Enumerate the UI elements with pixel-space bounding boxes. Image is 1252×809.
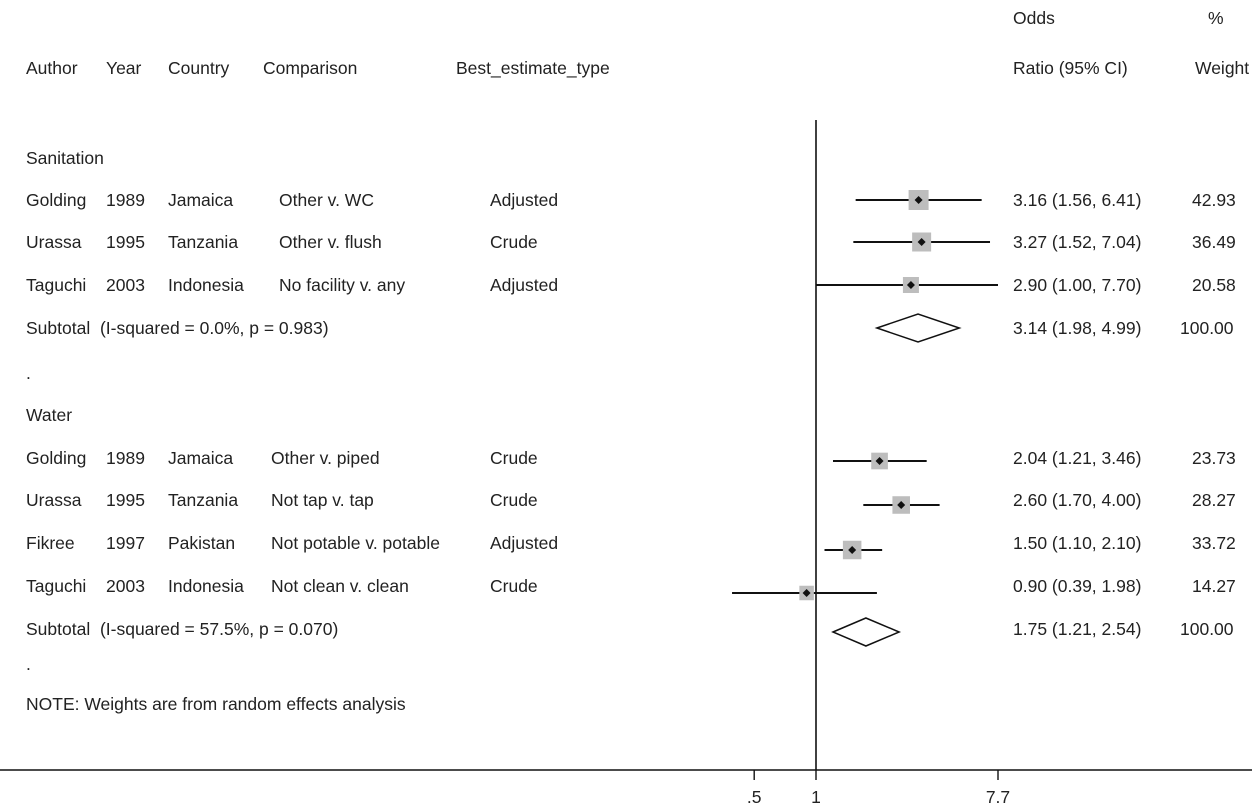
study-best-estimate: Crude <box>490 448 538 468</box>
study-ci-text: 1.50 (1.10, 2.10) <box>1013 533 1141 553</box>
study-row: Taguchi 2003 Indonesia Not clean v. clea… <box>26 576 1236 596</box>
point-estimate <box>917 238 926 246</box>
study-best-estimate: Crude <box>490 576 538 596</box>
study-author: Golding <box>26 190 86 210</box>
header-year: Year <box>106 58 142 78</box>
study-weight-text: 23.73 <box>1192 448 1236 468</box>
point-estimate <box>802 589 811 597</box>
study-author: Urassa <box>26 232 82 252</box>
study-comparison: Not clean v. clean <box>271 576 409 596</box>
subtotal-label: Subtotal (I-squared = 0.0%, p = 0.983) <box>26 318 329 338</box>
header-or-line2: Ratio (95% CI) <box>1013 58 1128 78</box>
subtotal-diamond <box>874 313 962 343</box>
header-or-line1: Odds <box>1013 8 1055 28</box>
study-country: Indonesia <box>168 576 244 596</box>
study-row: Golding 1989 Jamaica Other v. piped Crud… <box>26 448 1236 468</box>
study-ci-text: 2.04 (1.21, 3.46) <box>1013 448 1141 468</box>
study-best-estimate: Crude <box>490 232 538 252</box>
note-text: NOTE: Weights are from random effects an… <box>26 694 406 714</box>
x-axis: .5 1 7.7 <box>0 769 1252 807</box>
separator-dot: . <box>26 363 31 383</box>
header-country: Country <box>168 58 230 78</box>
study-country: Jamaica <box>168 448 233 468</box>
study-row: Taguchi 2003 Indonesia No facility v. an… <box>26 275 1236 295</box>
study-row: Urassa 1995 Tanzania Other v. flush Crud… <box>26 232 1236 252</box>
column-headers: Author Year Country Comparison Best_esti… <box>26 8 1249 79</box>
study-row: Urassa 1995 Tanzania Not tap v. tap Crud… <box>26 490 1236 510</box>
group-water: Water Golding 1989 Jamaica Other v. pipe… <box>26 405 1236 674</box>
study-best-estimate: Adjusted <box>490 533 558 553</box>
study-best-estimate: Adjusted <box>490 275 558 295</box>
header-weight-line2: Weight <box>1195 58 1249 78</box>
study-country: Tanzania <box>168 490 238 510</box>
study-year: 1997 <box>106 533 145 553</box>
study-comparison: Other v. flush <box>279 232 382 252</box>
study-author: Golding <box>26 448 86 468</box>
subtotal-ci-text: 1.75 (1.21, 2.54) <box>1013 619 1141 639</box>
study-country: Tanzania <box>168 232 238 252</box>
x-tick-label: .5 <box>747 787 762 807</box>
study-row: Golding 1989 Jamaica Other v. WC Adjuste… <box>26 190 1236 210</box>
study-weight-text: 20.58 <box>1192 275 1236 295</box>
study-year: 1989 <box>106 190 145 210</box>
study-best-estimate: Crude <box>490 490 538 510</box>
subtotal-label: Subtotal (I-squared = 57.5%, p = 0.070) <box>26 619 338 639</box>
study-ci-text: 2.60 (1.70, 4.00) <box>1013 490 1141 510</box>
subtotal-ci-text: 3.14 (1.98, 4.99) <box>1013 318 1141 338</box>
study-country: Pakistan <box>168 533 235 553</box>
study-ci-text: 3.16 (1.56, 6.41) <box>1013 190 1141 210</box>
subtotal-weight-text: 100.00 <box>1180 318 1234 338</box>
subtotal-diamond <box>831 617 902 647</box>
study-year: 1989 <box>106 448 145 468</box>
study-comparison: Other v. WC <box>279 190 374 210</box>
point-estimate <box>914 196 923 204</box>
study-author: Taguchi <box>26 275 86 295</box>
subtotal-row: Subtotal (I-squared = 0.0%, p = 0.983) 3… <box>26 318 1234 338</box>
study-weight-text: 36.49 <box>1192 232 1236 252</box>
group-label: Water <box>26 405 72 425</box>
subtotal-row: Subtotal (I-squared = 57.5%, p = 0.070) … <box>26 619 1234 639</box>
study-ci-text: 0.90 (0.39, 1.98) <box>1013 576 1141 596</box>
study-year: 1995 <box>106 232 145 252</box>
study-year: 2003 <box>106 275 145 295</box>
study-comparison: Not potable v. potable <box>271 533 440 553</box>
x-tick-label: 1 <box>811 787 821 807</box>
header-comparison: Comparison <box>263 58 357 78</box>
study-comparison: Not tap v. tap <box>271 490 374 510</box>
study-comparison: Other v. piped <box>271 448 380 468</box>
point-estimate <box>897 501 906 509</box>
study-ci-text: 3.27 (1.52, 7.04) <box>1013 232 1141 252</box>
study-year: 1995 <box>106 490 145 510</box>
study-ci-text: 2.90 (1.00, 7.70) <box>1013 275 1141 295</box>
study-author: Taguchi <box>26 576 86 596</box>
study-comparison: No facility v. any <box>279 275 405 295</box>
point-estimate <box>906 281 915 289</box>
study-weight-text: 14.27 <box>1192 576 1236 596</box>
x-tick-label: 7.7 <box>986 787 1010 807</box>
group-sanitation: Sanitation Golding 1989 Jamaica Other v.… <box>26 148 1236 383</box>
point-estimate <box>875 457 884 465</box>
forest-marks <box>732 120 998 770</box>
separator-dot: . <box>26 654 31 674</box>
study-row: Fikree 1997 Pakistan Not potable v. pota… <box>26 533 1236 553</box>
study-weight-text: 33.72 <box>1192 533 1236 553</box>
point-estimate <box>848 546 857 554</box>
header-weight-line1: % <box>1208 8 1224 28</box>
study-best-estimate: Adjusted <box>490 190 558 210</box>
study-author: Urassa <box>26 490 82 510</box>
study-country: Indonesia <box>168 275 244 295</box>
header-author: Author <box>26 58 78 78</box>
subtotal-weight-text: 100.00 <box>1180 619 1234 639</box>
study-author: Fikree <box>26 533 75 553</box>
header-best-estimate: Best_estimate_type <box>456 58 610 79</box>
study-country: Jamaica <box>168 190 233 210</box>
group-label: Sanitation <box>26 148 104 168</box>
study-weight-text: 28.27 <box>1192 490 1236 510</box>
study-weight-text: 42.93 <box>1192 190 1236 210</box>
study-year: 2003 <box>106 576 145 596</box>
